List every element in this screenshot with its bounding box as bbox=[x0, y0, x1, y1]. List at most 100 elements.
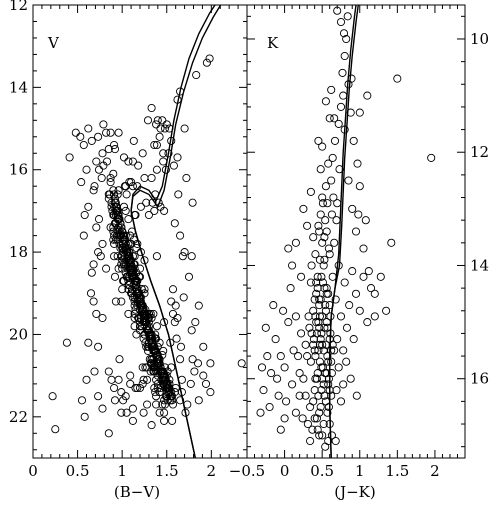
right-star-point bbox=[288, 261, 297, 270]
right-star-point bbox=[328, 272, 337, 281]
right-star-point bbox=[338, 68, 347, 77]
left-star-point bbox=[168, 400, 178, 409]
left-star-point bbox=[124, 157, 133, 166]
right-panel-label: K bbox=[267, 34, 279, 52]
right-star-point bbox=[291, 238, 300, 247]
left-y-tick-label: 22 bbox=[9, 408, 28, 426]
right-star-point bbox=[355, 182, 364, 191]
right-star-point bbox=[344, 176, 353, 185]
left-star-point bbox=[170, 219, 179, 228]
left-star-point bbox=[139, 375, 148, 384]
left-star-point bbox=[135, 293, 144, 302]
left-star-point bbox=[156, 383, 165, 393]
right-star-point bbox=[318, 142, 327, 151]
right-star-point bbox=[353, 159, 362, 168]
right-star-point bbox=[303, 352, 312, 361]
right-star-point bbox=[313, 272, 322, 281]
right-star-point bbox=[363, 91, 372, 100]
left-star-point bbox=[114, 186, 123, 195]
left-star-point bbox=[140, 173, 149, 183]
left-star-point bbox=[114, 128, 123, 137]
right-star-point bbox=[317, 363, 326, 372]
left-star-point bbox=[133, 301, 142, 310]
left-star-point bbox=[199, 371, 208, 380]
left-star-point bbox=[156, 363, 165, 372]
left-x-axis-title: (B−V) bbox=[114, 483, 160, 501]
right-x-axis-title: (J−K) bbox=[334, 483, 376, 501]
left-star-point bbox=[136, 313, 145, 323]
left-star-point bbox=[205, 54, 214, 63]
left-star-point bbox=[113, 206, 122, 215]
left-star-point bbox=[98, 404, 107, 413]
right-star-point bbox=[319, 261, 328, 270]
left-star-point bbox=[153, 383, 162, 393]
left-star-point bbox=[176, 342, 186, 351]
left-star-point bbox=[125, 178, 134, 187]
left-star-point bbox=[191, 318, 200, 327]
right-star-point bbox=[309, 233, 318, 242]
left-star-point bbox=[160, 408, 169, 417]
right-star-point bbox=[259, 386, 268, 395]
right-star-point bbox=[331, 436, 340, 446]
left-star-point bbox=[124, 276, 133, 285]
left-star-point bbox=[125, 272, 134, 281]
left-star-point bbox=[127, 264, 136, 273]
left-star-point bbox=[114, 231, 123, 240]
right-star-point bbox=[284, 318, 293, 327]
left-star-point bbox=[110, 190, 119, 199]
left-star-point bbox=[120, 252, 129, 261]
left-star-point bbox=[135, 297, 145, 306]
right-star-point bbox=[336, 17, 346, 27]
left-star-point bbox=[139, 309, 148, 318]
right-star-point bbox=[315, 340, 324, 349]
right-star-point bbox=[342, 323, 352, 332]
left-star-point bbox=[176, 231, 185, 240]
left-star-point bbox=[113, 190, 122, 199]
right-star-point bbox=[349, 335, 358, 344]
right-star-point bbox=[276, 425, 285, 434]
left-star-point bbox=[115, 355, 124, 364]
left-star-point bbox=[142, 342, 151, 351]
right-star-point bbox=[312, 414, 321, 423]
left-star-point bbox=[136, 301, 145, 310]
left-star-point bbox=[90, 182, 99, 191]
left-star-point bbox=[117, 388, 126, 397]
right-star-point bbox=[328, 153, 337, 162]
left-star-point bbox=[110, 145, 120, 154]
right-star-point bbox=[306, 357, 315, 366]
right-star-point bbox=[334, 119, 343, 128]
left-star-point bbox=[99, 120, 108, 129]
left-star-point bbox=[82, 375, 91, 384]
left-star-point bbox=[65, 153, 74, 162]
right-y-tick-label: 16 bbox=[470, 370, 489, 388]
right-star-point bbox=[334, 363, 343, 372]
right-star-point bbox=[359, 272, 368, 281]
left-star-point bbox=[156, 124, 165, 133]
left-star-point bbox=[87, 268, 96, 277]
left-star-point bbox=[110, 252, 119, 261]
left-star-point bbox=[160, 400, 170, 409]
left-star-point bbox=[152, 120, 161, 129]
left-star-point bbox=[120, 182, 129, 191]
left-star-point bbox=[173, 313, 182, 323]
left-star-point bbox=[115, 239, 124, 248]
left-star-point bbox=[153, 116, 162, 125]
left-star-point bbox=[84, 202, 93, 211]
right-star-point bbox=[332, 386, 341, 395]
right-star-point bbox=[393, 74, 402, 83]
right-star-point bbox=[316, 165, 325, 174]
right-star-point bbox=[320, 255, 329, 264]
left-star-point bbox=[176, 355, 185, 364]
right-star-point bbox=[361, 216, 370, 225]
right-star-point bbox=[325, 114, 334, 123]
right-star-point bbox=[284, 244, 293, 253]
right-star-point bbox=[330, 136, 340, 145]
left-x-tick-label: 0 bbox=[28, 462, 38, 480]
left-star-point bbox=[111, 198, 120, 207]
right-star-point bbox=[336, 397, 346, 406]
right-star-point bbox=[323, 408, 332, 417]
left-star-point bbox=[201, 379, 211, 388]
left-star-point bbox=[152, 375, 161, 384]
right-star-point bbox=[310, 414, 319, 423]
